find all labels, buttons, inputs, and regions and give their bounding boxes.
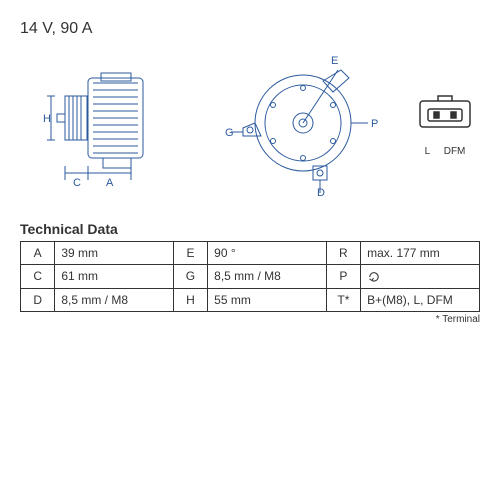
cell-val	[361, 265, 480, 289]
cell-key: H	[173, 288, 207, 311]
dim-label-a: A	[106, 177, 114, 189]
table-row: D 8,5 mm / M8 H 55 mm T* B+(M8), L, DFM	[21, 288, 480, 311]
cell-key: E	[173, 242, 207, 265]
dim-label-e: E	[331, 55, 338, 67]
cell-val: 55 mm	[208, 288, 326, 311]
cell-key: D	[21, 288, 55, 311]
cell-val: 8,5 mm / M8	[55, 288, 173, 311]
cell-key: C	[21, 265, 55, 289]
dim-label-c: C	[73, 177, 81, 189]
connector-label-l: L	[425, 146, 430, 157]
footnote: * Terminal	[20, 314, 480, 325]
cell-val: max. 177 mm	[361, 242, 480, 265]
cell-key: A	[21, 242, 55, 265]
cell-val: 90 °	[208, 242, 326, 265]
dim-label-p: P	[371, 118, 378, 130]
dim-label-g: G	[225, 127, 234, 139]
cell-key: G	[173, 265, 207, 289]
dim-label-d: D	[317, 187, 325, 198]
cell-val: 61 mm	[55, 265, 173, 289]
alternator-side-view: H C A	[20, 48, 195, 201]
table-row: A 39 mm E 90 ° R max. 177 mm	[21, 242, 480, 265]
connector-diagram: L DFM	[410, 93, 480, 157]
cell-val: B+(M8), L, DFM	[361, 288, 480, 311]
connector-label-dfm: DFM	[444, 146, 466, 157]
section-title: Technical Data	[20, 221, 480, 237]
cell-key: P	[326, 265, 360, 289]
cell-key: R	[326, 242, 360, 265]
alternator-rear-view: E P G D	[215, 48, 390, 201]
cell-val: 8,5 mm / M8	[208, 265, 326, 289]
cell-val: 39 mm	[55, 242, 173, 265]
diagram-row: H C A	[20, 48, 480, 201]
dim-label-h: H	[43, 113, 51, 125]
table-row: C 61 mm G 8,5 mm / M8 P	[21, 265, 480, 289]
header-spec: 14 V, 90 A	[20, 20, 480, 38]
technical-data-table: A 39 mm E 90 ° R max. 177 mm C 61 mm G 8…	[20, 241, 480, 312]
rotation-icon	[367, 270, 381, 284]
cell-key: T*	[326, 288, 360, 311]
